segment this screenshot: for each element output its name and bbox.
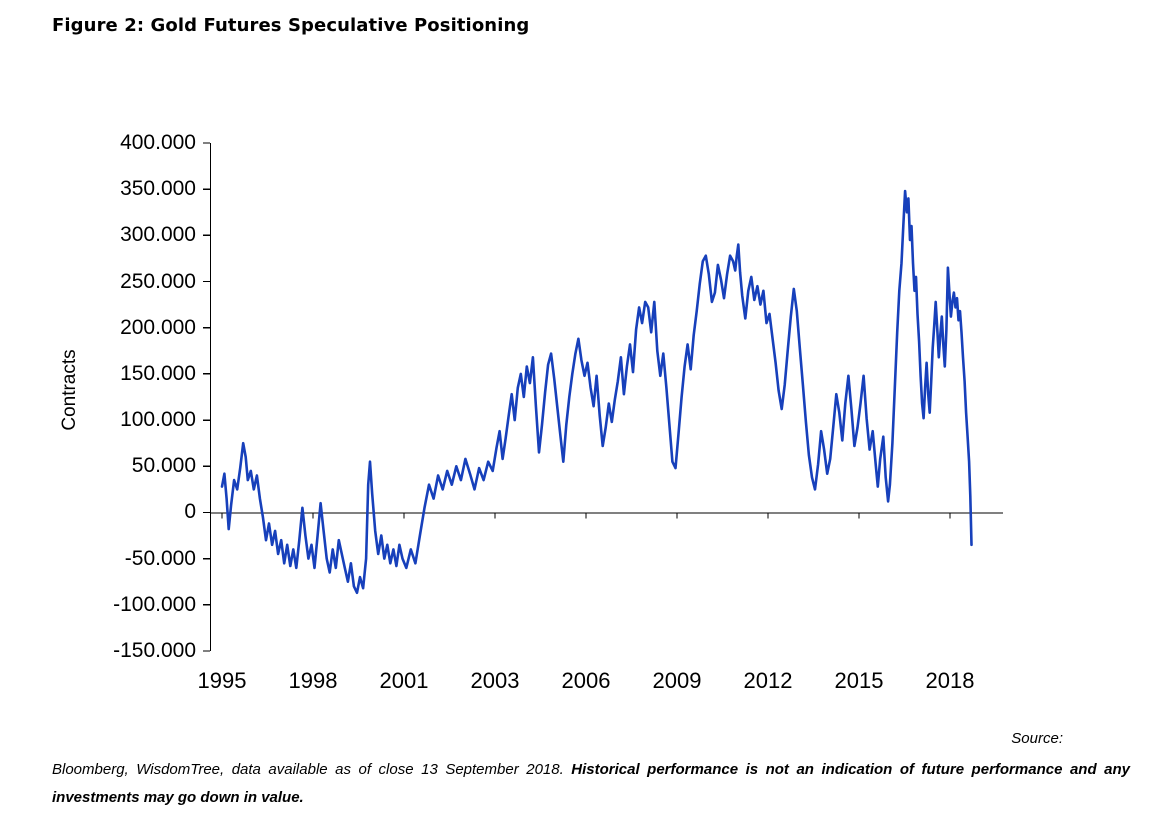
y-tick-label: 150.000 (120, 361, 196, 385)
y-tick-label: 0 (184, 500, 196, 524)
chart-title: Figure 2: Gold Futures Speculative Posit… (52, 15, 530, 36)
y-tick-label: 200.000 (120, 315, 196, 339)
y-tick-label: 250.000 (120, 269, 196, 293)
series-line (220, 189, 973, 595)
footnote-disclaimer: Historical performance is not an indicat… (52, 761, 1130, 806)
y-tick-label: 100.000 (120, 408, 196, 432)
footnote: Bloomberg, WisdomTree, data available as… (52, 756, 1130, 812)
x-tick-label: 1995 (197, 668, 247, 693)
y-tick-label: 50.000 (131, 454, 196, 478)
source-label: Source: (1011, 730, 1063, 747)
x-tick-label: 1998 (288, 668, 338, 693)
y-tick-label: -50.000 (124, 546, 196, 570)
x-tick-label: 2009 (652, 668, 702, 693)
y-tick-label: -100.000 (113, 592, 196, 616)
y-tick-label: 300.000 (120, 223, 196, 247)
x-tick-label: 2006 (561, 668, 611, 693)
x-tick-label: 2012 (743, 668, 793, 693)
y-tick-label: 400.000 (120, 131, 196, 154)
x-tick-label: 2003 (470, 668, 520, 693)
x-tick-label: 2018 (925, 668, 975, 693)
footnote-normal: Bloomberg, WisdomTree, data available as… (52, 761, 572, 778)
x-tick-label: 2015 (834, 668, 884, 693)
y-tick-label: -150.000 (113, 639, 196, 662)
x-tick-label: 2001 (379, 668, 429, 693)
y-tick-label: 350.000 (120, 177, 196, 201)
